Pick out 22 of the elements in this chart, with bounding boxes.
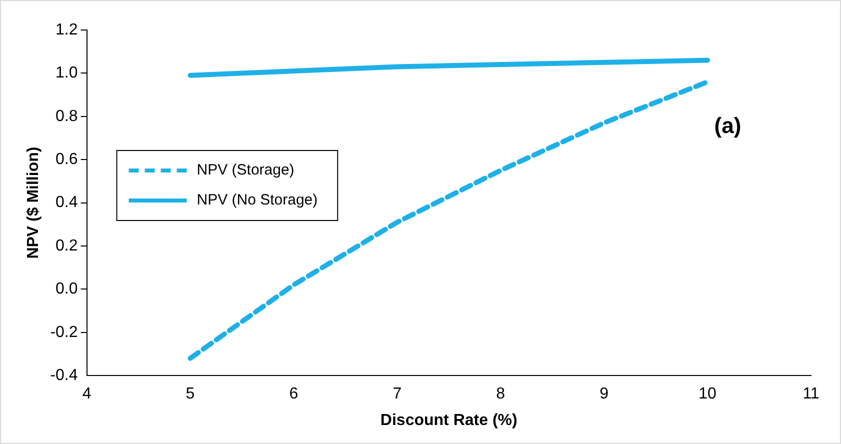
annotation: (a)	[714, 112, 742, 138]
y-tick-label: 0.2	[56, 237, 78, 254]
y-tick-label: 0.8	[56, 108, 78, 125]
legend-label: NPV (No Storage)	[196, 192, 318, 209]
y-tick-label: 1.2	[56, 21, 78, 38]
y-tick-label: 0.6	[56, 151, 78, 168]
y-tick-label: 0.4	[56, 194, 78, 212]
x-tick-label: 10	[698, 386, 717, 403]
x-tick-label: 6	[289, 386, 298, 403]
x-tick-label: 4	[82, 386, 92, 403]
x-tick-label: 11	[802, 386, 820, 403]
y-tick-label: 0.0	[56, 280, 78, 298]
x-tick-label: 7	[392, 386, 402, 403]
legend-label: NPV (Storage)	[196, 162, 294, 179]
y-tick-label: -0.4	[50, 367, 78, 384]
x-tick-label: 5	[186, 386, 195, 403]
x-tick-label: 9	[600, 386, 609, 403]
y-tick-label: -0.2	[50, 324, 78, 341]
y-axis-title: NPV ($ Million)	[25, 146, 42, 259]
y-tick-label: 1.0	[56, 64, 78, 82]
x-axis-title: Discount Rate (%)	[380, 412, 518, 429]
x-tick-label: 8	[496, 386, 506, 403]
